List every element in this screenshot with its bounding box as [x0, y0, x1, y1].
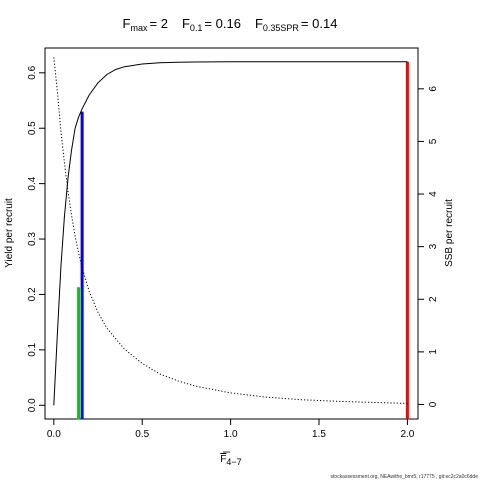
- y-right-tick-label: 3: [428, 243, 439, 249]
- chart-title: Fmax = 2 F0.1 = 0.16 F0.35SPR = 0.14: [123, 16, 338, 33]
- y-left-tick-label: 0.1: [27, 342, 38, 356]
- x-axis: 0.0 0.5 1.0 1.5 2.0: [47, 419, 415, 440]
- plot-frame: [44, 47, 419, 420]
- y-right-tick-label: 6: [428, 86, 439, 92]
- x-tick-label: 2.0: [400, 429, 414, 440]
- title-f01-sub: 0.1: [190, 23, 203, 33]
- y-axis-right-label: SSB per recruit: [444, 199, 455, 267]
- x-tick-label: 0.0: [47, 429, 61, 440]
- y-left-tick-label: 0.4: [27, 176, 38, 190]
- x-label-base: F: [220, 454, 226, 465]
- title-f01-value: = 0.16: [204, 16, 241, 31]
- series-line-ssb-per-recruit: [53, 57, 408, 404]
- y-axis-left: 0.0 0.1 0.2 0.3 0.4 0.5 0.6: [27, 65, 45, 412]
- y-axis-left-label: Yield per recruit: [4, 198, 15, 268]
- y-right-tick-label: 4: [428, 191, 439, 197]
- x-tick-label: 1.0: [224, 429, 238, 440]
- y-left-tick-label: 0.2: [27, 287, 38, 301]
- title-fmax-value: = 2: [150, 16, 168, 31]
- y-left-tick-label: 0.5: [27, 121, 38, 135]
- y-right-tick-label: 2: [428, 296, 439, 302]
- y-axis-right: 0 1 2 3 4 5 6: [418, 86, 439, 407]
- series-group: [53, 57, 408, 406]
- y-right-tick-label: 0: [428, 401, 439, 407]
- x-tick-label: 1.5: [312, 429, 326, 440]
- title-fmax-name: F: [123, 16, 131, 31]
- x-label-sub: 4−7: [226, 457, 241, 467]
- y-left-tick-label: 0.6: [27, 65, 38, 79]
- y-right-tick-label: 1: [428, 349, 439, 355]
- title-fspr-sub: 0.35SPR: [263, 23, 300, 33]
- x-axis-label: F4−7: [220, 454, 241, 467]
- reference-lines: [77, 61, 409, 420]
- credit-text: stockassessment.org, NEAwithe_bmr5, r177…: [331, 474, 479, 480]
- y-left-tick-label: 0.3: [27, 232, 38, 246]
- title-fspr-name: F: [255, 16, 263, 31]
- title-fspr-value: = 0.14: [301, 16, 338, 31]
- title-fmax-sub: max: [131, 23, 149, 33]
- x-tick-label: 0.5: [135, 429, 149, 440]
- y-right-tick-label: 5: [428, 138, 439, 144]
- y-left-tick-label: 0.0: [27, 398, 38, 412]
- title-f01-name: F: [182, 16, 190, 31]
- series-line-yield-per-recruit: [53, 61, 408, 406]
